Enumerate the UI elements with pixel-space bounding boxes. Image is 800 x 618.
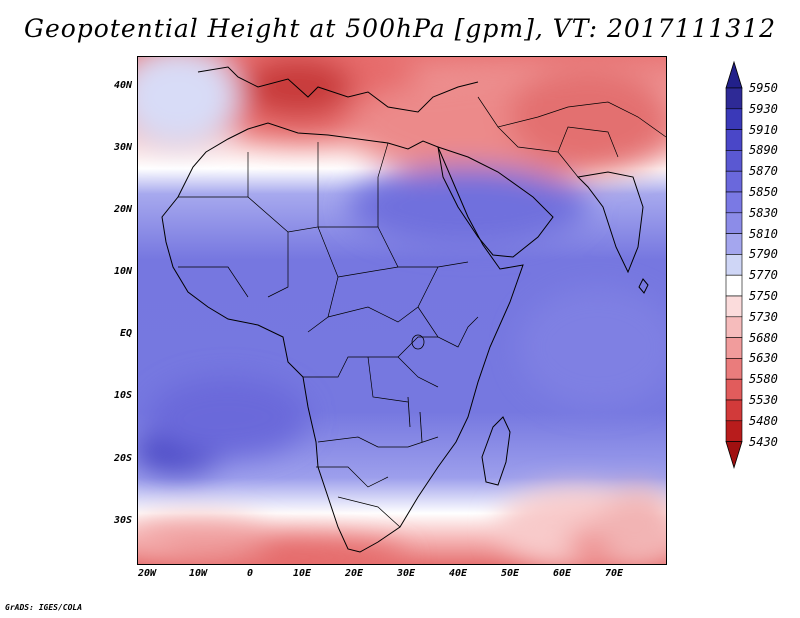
- lat-label-30s: 30S: [113, 515, 132, 526]
- map-panel: [137, 56, 667, 565]
- colorbar-level-label: 5890: [749, 143, 778, 158]
- colorbar-swatch: [725, 337, 743, 359]
- europe-coastline: [197, 66, 479, 113]
- madagascar-coastline: [481, 416, 511, 486]
- colorbar-swatch: [725, 295, 743, 318]
- colorbar-level-label: 5680: [749, 330, 778, 345]
- colorbar-level-label: 5950: [749, 81, 778, 95]
- colorbar-swatch: [725, 274, 743, 297]
- colorbar-top-arrow: [725, 60, 743, 89]
- colorbar-swatch: [725, 358, 743, 380]
- lon-label-50e: 50E: [500, 568, 520, 579]
- colorbar-level-label: 5810: [749, 226, 778, 241]
- lat-label-20s: 20S: [113, 453, 132, 464]
- lon-label-30e: 30E: [396, 568, 416, 579]
- colorbar-swatch: [725, 420, 743, 442]
- lat-label-20n: 20N: [113, 204, 132, 215]
- colorbar-level-label: 5850: [749, 185, 778, 199]
- colorbar-swatch: [725, 108, 743, 130]
- colorbar-bottom-arrow: [725, 441, 743, 469]
- colorbar-level-label: 5730: [749, 309, 778, 324]
- colorbar-swatch: [725, 150, 743, 172]
- lon-label-20e: 20E: [344, 568, 364, 579]
- lon-label-60e: 60E: [552, 568, 572, 579]
- lon-label-0: 0: [246, 568, 254, 579]
- lon-label-70e: 70E: [604, 568, 624, 579]
- colorbar-level-label: 5910: [749, 122, 778, 137]
- lon-label-20w: 20W: [137, 568, 157, 579]
- colorbar-level-label: 5790: [749, 247, 778, 262]
- chart-title: Geopotential Height at 500hPa [gpm], VT:…: [23, 14, 777, 43]
- colorbar-swatch: [725, 233, 743, 255]
- colorbar-level-label: 5430: [749, 434, 778, 449]
- sri-lanka: [638, 278, 649, 294]
- colorbar-swatch: [725, 191, 743, 214]
- lat-label-eq: EQ: [119, 328, 132, 339]
- colorbar-swatch: [725, 399, 743, 422]
- colorbar-swatch: [725, 170, 743, 193]
- grads-credit: GrADS: IGES/COLA: [5, 603, 83, 612]
- colorbar-level-label: 5750: [749, 289, 778, 303]
- colorbar-swatch: [725, 87, 743, 110]
- colorbar: [725, 60, 743, 469]
- field-anomalies: [138, 57, 666, 564]
- coastlines: [161, 66, 649, 553]
- colorbar-level-label: 5530: [749, 393, 778, 407]
- lat-label-30n: 30N: [113, 142, 132, 153]
- colorbar-swatch: [725, 378, 743, 401]
- lon-label-10w: 10W: [188, 568, 208, 579]
- map-plot: [138, 57, 666, 564]
- africa-coastline: [161, 122, 524, 553]
- colorbar-swatch: [725, 254, 743, 276]
- lon-label-40e: 40E: [448, 568, 468, 579]
- colorbar-level-label: 5580: [749, 372, 778, 387]
- arabia-coastline: [437, 146, 554, 258]
- colorbar-swatch: [725, 316, 743, 338]
- colorbar-swatch: [725, 129, 743, 151]
- lakes: [407, 334, 425, 443]
- colorbar-level-label: 5480: [749, 413, 778, 428]
- india-coastline: [576, 171, 644, 274]
- lat-label-40n: 40N: [113, 80, 132, 91]
- country-borders: [178, 96, 666, 528]
- colorbar-swatch: [725, 212, 743, 234]
- colorbar-level-label: 5630: [749, 351, 778, 366]
- colorbar-level-label: 5870: [749, 164, 778, 179]
- colorbar-level-label: 5770: [749, 268, 778, 283]
- lon-label-10e: 10E: [292, 568, 312, 579]
- colorbar-level-label: 5930: [749, 101, 778, 116]
- colorbar-level-label: 5830: [749, 205, 778, 220]
- lat-label-10n: 10N: [113, 266, 132, 277]
- lat-label-10s: 10S: [113, 390, 132, 401]
